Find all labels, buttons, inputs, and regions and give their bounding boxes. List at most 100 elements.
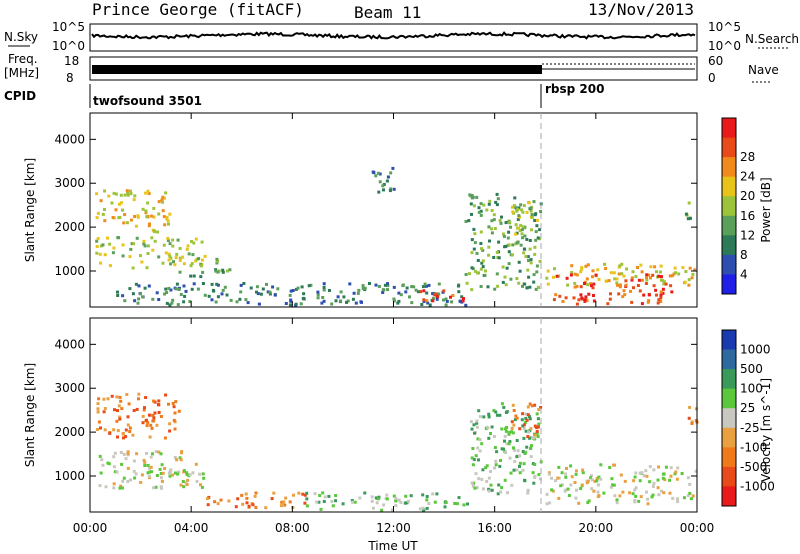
power-echo-cell xyxy=(636,266,639,269)
power-echo-cell xyxy=(527,201,531,205)
power-echo-cell xyxy=(376,171,380,175)
velocity-echo-cell xyxy=(634,494,638,498)
velocity-echo-cell xyxy=(120,462,124,466)
power-echo-cell xyxy=(596,268,600,272)
velocity-echo-cell xyxy=(404,494,408,498)
velocity-echo-cell xyxy=(171,402,175,405)
power-echo-cell xyxy=(490,227,493,231)
velocity-echo-cell xyxy=(391,508,394,512)
power-echo-cell xyxy=(168,254,172,258)
velocity-echo-cell xyxy=(116,429,120,433)
nsky-tick-top: 10^5 xyxy=(52,20,85,34)
power-echo-cell xyxy=(507,230,511,234)
nsky-panel xyxy=(89,23,698,52)
power-echo-cell xyxy=(199,275,203,279)
velocity-echo-cell xyxy=(579,487,583,491)
velocity-echo-cell xyxy=(529,427,533,431)
velocity-echo-cell xyxy=(385,493,389,497)
velocity-echo-cell xyxy=(492,435,496,438)
colorbar-segment xyxy=(722,137,736,158)
power-echo-cell xyxy=(445,299,449,303)
power-echo-cell xyxy=(160,198,164,202)
power-echo-cell xyxy=(618,283,622,287)
power-echo-cell xyxy=(103,208,106,211)
power-echo-cell xyxy=(501,280,505,284)
power-echo-cell xyxy=(693,268,697,272)
velocity-echo-cell xyxy=(147,413,151,417)
velocity-echo-cell xyxy=(524,412,528,416)
power-echo-cell xyxy=(216,270,220,274)
power-echo-cell xyxy=(174,256,178,260)
power-echo-cell xyxy=(273,293,277,297)
power-echo-cell xyxy=(510,205,514,209)
power-echo-cell xyxy=(621,295,625,299)
velocity-echo-cell xyxy=(251,503,255,507)
velocity-echo-cell xyxy=(475,421,479,425)
velocity-echo-cell xyxy=(245,501,249,505)
velocity-echo-cell xyxy=(512,448,516,452)
power-echo-cell xyxy=(361,287,365,290)
velocity-echo-cell xyxy=(633,499,637,502)
power-echo-cell xyxy=(524,255,528,258)
colorbar-segment xyxy=(722,176,736,197)
velocity-echo-cell xyxy=(163,467,167,470)
velocity-echo-cell xyxy=(521,424,525,428)
power-echo-cell xyxy=(359,300,363,304)
velocity-echo-cell xyxy=(563,489,567,493)
power-echo-cell xyxy=(137,284,141,288)
velocity-echo-cell xyxy=(529,455,533,459)
velocity-echo-cell xyxy=(182,469,186,473)
y-tick-label: 2000 xyxy=(54,220,85,234)
velocity-echo-cell xyxy=(487,489,491,493)
power-echo-cell xyxy=(649,276,652,280)
power-echo-cell xyxy=(302,292,306,296)
velocity-echo-cell xyxy=(532,436,536,440)
velocity-echo-cell xyxy=(119,451,123,454)
power-echo-cell xyxy=(672,272,676,276)
freq-tick-top: 18 xyxy=(64,54,79,68)
power-echo-cell xyxy=(488,199,492,203)
power-echo-cell xyxy=(607,279,611,283)
power-echo-cell xyxy=(577,298,581,302)
velocity-echo-cell xyxy=(121,479,125,483)
power-echo-cell xyxy=(495,192,499,196)
power-echo-cell xyxy=(591,286,595,290)
nsky-trace xyxy=(91,31,696,40)
x-tick-label: 16:00 xyxy=(477,521,512,535)
power-echo-cell xyxy=(166,219,170,223)
power-echo-cell xyxy=(482,203,486,207)
power-echo-cell xyxy=(152,215,156,219)
power-echo-cell xyxy=(101,212,105,216)
power-echo-cell xyxy=(647,299,651,303)
velocity-echo-cell xyxy=(580,483,584,487)
velocity-echo-cell xyxy=(146,421,150,425)
velocity-echo-cell xyxy=(168,474,172,478)
power-echo-cell xyxy=(477,210,481,214)
velocity-echo-cell xyxy=(319,507,323,511)
power-echo-cell xyxy=(479,202,483,206)
velocity-echo-cell xyxy=(669,466,673,470)
power-echo-cell xyxy=(659,290,663,294)
colorbar-tick-label: 24 xyxy=(740,170,755,184)
velocity-echo-cell xyxy=(495,450,499,454)
velocity-echo-cell xyxy=(694,407,698,411)
velocity-echo-cell xyxy=(140,473,144,477)
velocity-echo-cell xyxy=(118,415,122,419)
colorbar-tick-label: 1000 xyxy=(740,343,771,357)
velocity-echo-cell xyxy=(435,492,439,496)
power-echo-cell xyxy=(532,273,536,277)
velocity-echo-cell xyxy=(529,446,533,450)
power-echo-cell xyxy=(123,193,127,197)
velocity-echo-cell xyxy=(115,470,119,474)
velocity-echo-cell xyxy=(537,408,541,412)
power-echo-cell xyxy=(432,293,436,297)
velocity-echo-cell xyxy=(159,472,163,475)
power-echo-cell xyxy=(464,303,468,307)
freq-panel xyxy=(89,56,698,81)
power-echo-cell xyxy=(216,259,219,263)
x-tick-label: 08:00 xyxy=(275,521,310,535)
velocity-echo-cell xyxy=(321,491,325,495)
power-echo-cell xyxy=(165,291,169,294)
velocity-echo-cell xyxy=(112,428,116,432)
power-echo-cell xyxy=(386,288,389,292)
